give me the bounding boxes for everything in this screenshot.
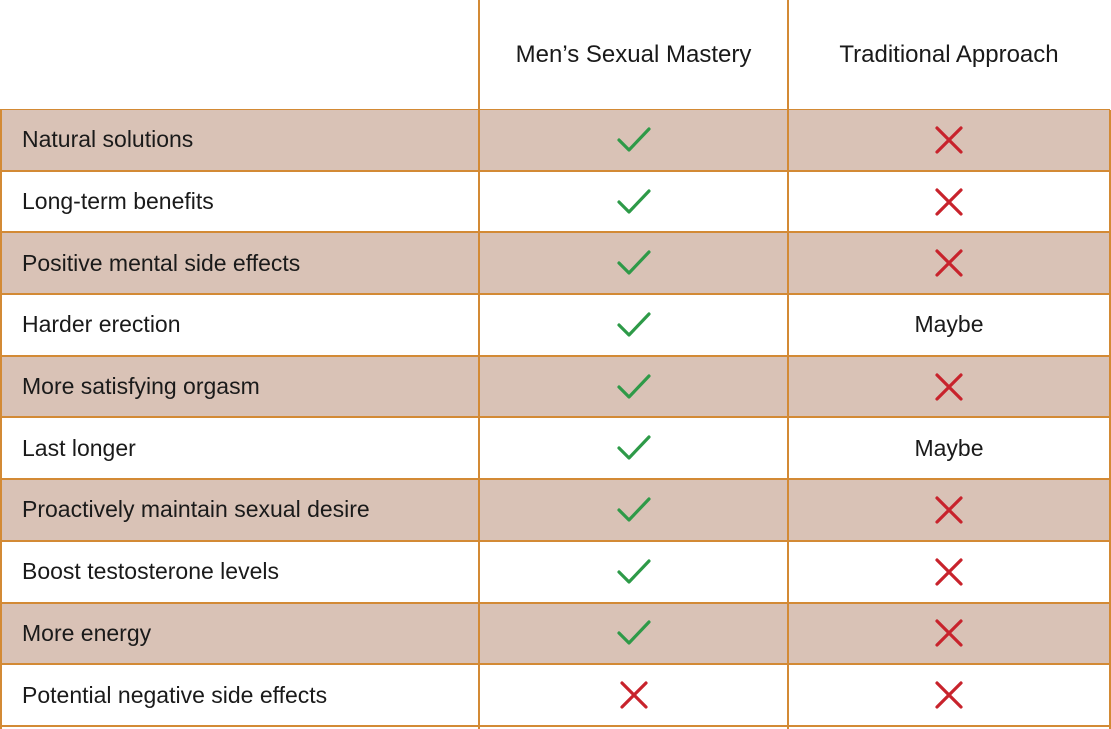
column-header-traditional-approach: Traditional Approach [839, 41, 1059, 68]
row-label: Potential negative side effects [22, 681, 328, 708]
check-icon [616, 559, 651, 584]
status-cell [479, 110, 788, 170]
check-icon [616, 373, 651, 399]
table-row: Long-term benefits [0, 171, 1110, 234]
check-icon [616, 312, 651, 337]
cross-icon [935, 619, 963, 647]
check-icon [616, 250, 651, 275]
table-row: Proactively maintain sexual desire [0, 480, 1110, 542]
status-cell [479, 542, 788, 602]
row-label: Positive mental side effects [22, 249, 301, 276]
status-text: Maybe [914, 434, 984, 461]
row-label: Long-term benefits [22, 188, 214, 215]
status-cell [788, 110, 1110, 170]
cross-icon [935, 372, 963, 401]
status-cell [479, 665, 788, 725]
table-row: More satisfying orgasm [0, 356, 1110, 419]
row-label: More satisfying orgasm [22, 373, 260, 400]
status-cell [479, 357, 788, 417]
table-row: Last longer Maybe [0, 418, 1110, 481]
status-cell [479, 172, 788, 232]
column-divider [1109, 110, 1111, 729]
row-label: Harder erection [22, 311, 181, 338]
status-text: Maybe [914, 311, 984, 338]
status-cell [788, 172, 1110, 232]
row-label: More energy [22, 619, 152, 646]
table-row: Natural solutions [0, 110, 1110, 172]
cross-icon [619, 681, 648, 709]
cross-icon [935, 126, 963, 154]
check-icon [616, 497, 651, 522]
check-icon [616, 435, 651, 460]
column-divider [787, 0, 789, 729]
table-header: Men’s Sexual Mastery Traditional Approac… [0, 0, 1111, 110]
cross-icon [935, 558, 963, 586]
cross-icon [935, 681, 963, 709]
column-divider [0, 110, 2, 729]
check-icon [616, 188, 651, 214]
table-row: Boost testosterone levels [0, 541, 1110, 604]
status-cell [479, 480, 788, 540]
status-cell [788, 542, 1110, 602]
status-cell [479, 233, 788, 293]
cross-icon [935, 249, 963, 277]
status-cell [788, 665, 1110, 725]
table-row: Positive mental side effects [0, 233, 1110, 296]
row-label: Last longer [22, 434, 136, 461]
table-row: More energy [0, 603, 1110, 666]
status-cell [788, 480, 1110, 540]
status-cell: Maybe [788, 418, 1110, 478]
table-body: Natural solutions Long-term benefits Posit… [0, 110, 1110, 727]
row-label: Proactively maintain sexual desire [22, 496, 370, 523]
check-icon [616, 620, 651, 645]
status-cell: Maybe [788, 295, 1110, 355]
status-cell [479, 604, 788, 664]
column-divider [478, 0, 480, 729]
row-label: Boost testosterone levels [22, 558, 279, 585]
status-cell [479, 295, 788, 355]
table-row: Potential negative side effects [0, 665, 1110, 727]
cross-icon [935, 187, 963, 216]
status-cell [788, 357, 1110, 417]
status-cell [479, 418, 788, 478]
check-icon [616, 127, 651, 152]
status-cell [788, 233, 1110, 293]
column-header-mens-sexual-mastery: Men’s Sexual Mastery [515, 41, 752, 68]
row-label: Natural solutions [22, 126, 194, 153]
table-row: Harder erection Maybe [0, 295, 1110, 357]
cross-icon [935, 496, 963, 524]
status-cell [788, 604, 1110, 664]
